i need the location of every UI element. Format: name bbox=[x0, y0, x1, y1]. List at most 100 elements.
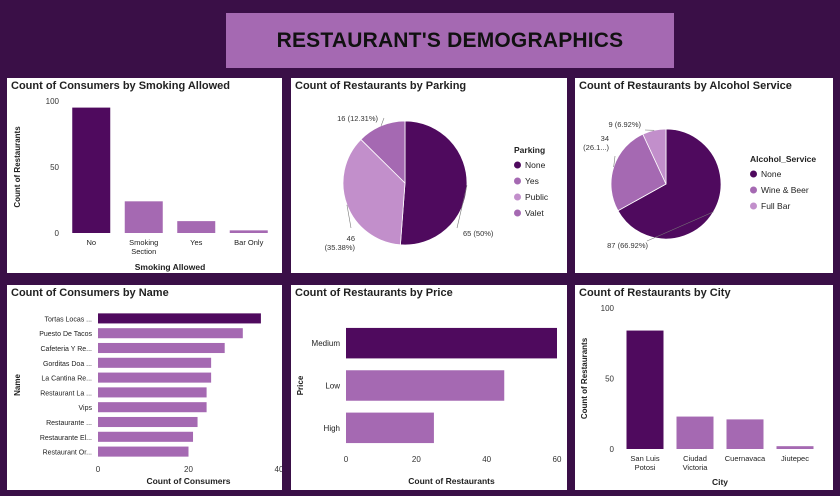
price-bar-chart: Medium Low High 0 20 40 60 Count of Restaurants… bbox=[296, 327, 562, 486]
leader-line bbox=[613, 155, 616, 168]
x-tick-label: 20 bbox=[412, 455, 421, 464]
legend-marker bbox=[514, 161, 521, 169]
y-tick-label: Restaurante ... bbox=[46, 420, 92, 427]
x-tick-label: Cuernavaca bbox=[725, 454, 766, 463]
legend-marker bbox=[750, 170, 757, 178]
y-tick-label: 0 bbox=[610, 445, 615, 454]
legend-label: Valet bbox=[525, 208, 544, 218]
pie-slice bbox=[399, 120, 468, 246]
x-tick-label: Yes bbox=[190, 238, 202, 247]
bar bbox=[346, 327, 557, 359]
y-axis-title: Count of Restaurants bbox=[580, 337, 589, 419]
y-tick-label: High bbox=[324, 424, 340, 433]
x-axis-title: City bbox=[712, 477, 728, 487]
leader-line bbox=[346, 204, 352, 229]
legend-marker bbox=[514, 209, 521, 217]
legend-marker bbox=[514, 193, 521, 201]
x-tick-label: Jiutepec bbox=[781, 454, 809, 463]
leader-line bbox=[646, 211, 714, 242]
bar bbox=[346, 370, 505, 401]
y-tick-label: Restaurante El... bbox=[40, 435, 92, 442]
data-label: 46 (35.38%) bbox=[325, 234, 356, 252]
x-axis-title: Count of Restaurants bbox=[408, 476, 495, 486]
pie-slice bbox=[610, 133, 667, 212]
bar bbox=[98, 372, 212, 383]
bar bbox=[98, 416, 198, 428]
y-tick-label: Low bbox=[325, 382, 340, 391]
legend-label: Public bbox=[525, 192, 549, 202]
name-chart-title: Count of Consumers by Name bbox=[11, 287, 169, 299]
y-tick-label: 50 bbox=[50, 163, 59, 172]
smoking-chart-panel[interactable]: Count of Consumers by Smoking Allowed 0 5… bbox=[7, 78, 282, 273]
legend-label: Wine & Beer bbox=[761, 185, 809, 195]
parking-pie-chart: 65 (50%) 46 (35.38%) 16 (12.31%) Parking None… bbox=[325, 114, 549, 252]
x-axis-title: Count of Consumers bbox=[146, 476, 230, 486]
legend-marker bbox=[750, 202, 757, 210]
pie-slice bbox=[617, 128, 722, 240]
leader-line bbox=[380, 117, 385, 126]
x-axis-title: Smoking Allowed bbox=[135, 262, 206, 272]
y-tick-label: 100 bbox=[46, 97, 60, 106]
parking-chart-title: Count of Restaurants by Parking bbox=[295, 80, 467, 92]
data-label: 34 (26.1...) bbox=[583, 134, 609, 152]
bar bbox=[626, 330, 664, 449]
y-tick-label: 50 bbox=[605, 375, 614, 384]
legend-label: Yes bbox=[525, 176, 539, 186]
legend-title: Alcohol_Service bbox=[750, 154, 816, 164]
name-bar-chart: Tortas Locas ... Puesto De Tacos Cafeteria… bbox=[13, 313, 282, 486]
x-tick-label: 0 bbox=[344, 455, 349, 464]
y-axis-title: Price bbox=[296, 375, 305, 395]
y-tick-label: Cafeteria Y Re... bbox=[41, 346, 93, 353]
data-label: 16 (12.31%) bbox=[337, 114, 378, 123]
y-axis-title: Name bbox=[13, 374, 22, 396]
bar bbox=[98, 431, 194, 442]
x-tick-label: 60 bbox=[553, 455, 562, 464]
bar bbox=[98, 402, 207, 413]
y-tick-label: Restaurant Or... bbox=[43, 450, 92, 457]
x-tick-label: Smoking Section bbox=[129, 238, 158, 256]
alcohol-chart-title: Count of Restaurants by Alcohol Service bbox=[579, 80, 792, 92]
legend-label: None bbox=[761, 169, 782, 179]
price-chart-panel[interactable]: Count of Restaurants by Price Medium Low H… bbox=[291, 285, 567, 490]
bar bbox=[72, 107, 111, 233]
dashboard-title-banner: RESTAURANT'S DEMOGRAPHICS bbox=[226, 13, 674, 68]
city-chart-panel[interactable]: Count of Restaurants by City 0 50 100 San L… bbox=[575, 285, 833, 490]
data-label: 9 (6.92%) bbox=[608, 120, 641, 129]
data-label: 87 (66.92%) bbox=[607, 241, 648, 250]
y-tick-label: Tortas Locas ... bbox=[45, 316, 93, 323]
x-tick-label: Bar Only bbox=[234, 238, 263, 247]
data-label: 65 (50%) bbox=[463, 229, 494, 238]
parking-chart-panel[interactable]: Count of Restaurants by Parking 65 (50%)… bbox=[291, 78, 567, 273]
y-tick-label: Vips bbox=[79, 405, 93, 412]
bar bbox=[98, 357, 212, 368]
bar bbox=[346, 412, 434, 444]
leader-line bbox=[456, 185, 468, 229]
pie-slice bbox=[342, 138, 406, 246]
dashboard-title: RESTAURANT'S DEMOGRAPHICS bbox=[276, 28, 624, 52]
city-bar-chart: 0 50 100 San Luis Potosi Ciudad Victoria Cuerna… bbox=[580, 304, 814, 487]
bar bbox=[776, 446, 814, 449]
alcohol-chart-panel[interactable]: Count of Restaurants by Alcohol Service … bbox=[575, 78, 833, 273]
y-tick-label: Restaurant La ... bbox=[40, 390, 92, 397]
y-tick-label: 0 bbox=[55, 229, 60, 238]
bar bbox=[98, 328, 243, 339]
name-chart-panel[interactable]: Count of Consumers by Name Tortas Locas … bbox=[7, 285, 282, 490]
price-chart-title: Count of Restaurants by Price bbox=[295, 287, 453, 299]
bar bbox=[124, 201, 163, 233]
x-tick-label: 40 bbox=[482, 455, 491, 464]
bar bbox=[229, 230, 268, 233]
bar bbox=[177, 221, 216, 233]
bar bbox=[98, 446, 189, 457]
x-tick-label: Ciudad Victoria bbox=[683, 454, 709, 472]
bar bbox=[98, 387, 207, 398]
legend-label: Full Bar bbox=[761, 201, 790, 211]
y-axis-title: Count of Restaurants bbox=[13, 126, 22, 208]
legend-title: Parking bbox=[514, 145, 545, 155]
x-tick-label: No bbox=[86, 238, 96, 247]
city-chart-title: Count of Restaurants by City bbox=[579, 287, 731, 299]
y-tick-label: Gorditas Doa ... bbox=[43, 361, 92, 368]
x-tick-label: 0 bbox=[96, 465, 101, 474]
y-tick-label: Puesto De Tacos bbox=[39, 331, 92, 338]
x-tick-label: 40 bbox=[275, 465, 282, 474]
smoking-bar-chart: 0 50 100 No Smoking Section Yes Bar Only Smoking… bbox=[13, 97, 268, 272]
